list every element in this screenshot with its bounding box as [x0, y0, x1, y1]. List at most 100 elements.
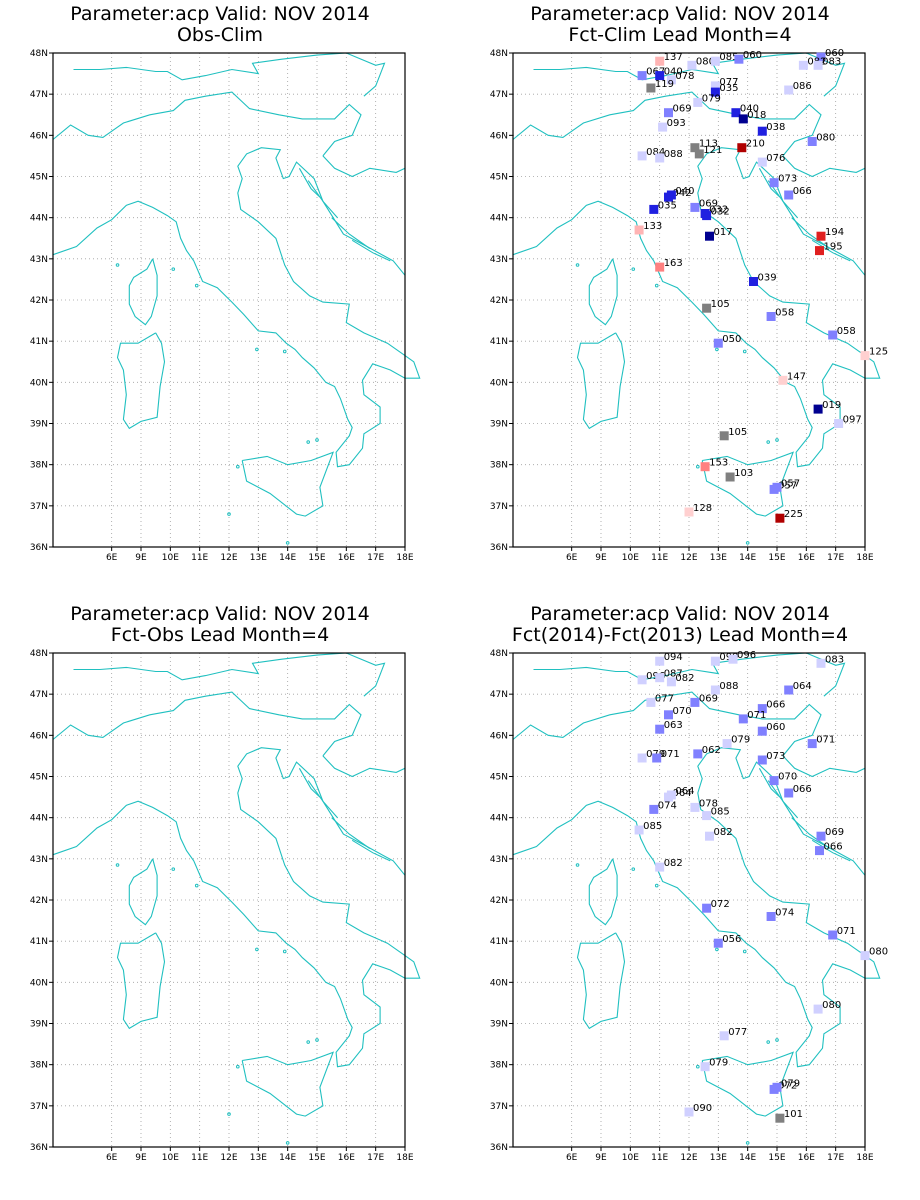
coastline-alps	[52, 91, 362, 157]
coastline-corsica	[128, 258, 158, 326]
station-label: 032	[709, 205, 728, 216]
station-label: 057	[781, 478, 800, 489]
panel-title: Parameter:acp Valid: NOV 2014	[70, 3, 370, 25]
station-label: 074	[775, 908, 794, 919]
coastline-sardinia	[116, 932, 166, 1030]
station-marker	[784, 85, 794, 95]
station-label: 133	[643, 221, 662, 232]
station-marker	[816, 658, 826, 668]
station-marker	[713, 938, 723, 948]
islet	[194, 883, 199, 888]
station-label: 040	[675, 186, 694, 197]
station-marker	[713, 338, 723, 348]
coastline-croatia	[322, 155, 406, 178]
station-marker	[757, 726, 767, 736]
islet	[745, 541, 750, 545]
lon-tick-label: 17E	[827, 1153, 844, 1163]
lat-tick-label: 42N	[30, 896, 48, 906]
lat-tick-label: 41N	[30, 337, 48, 347]
lat-tick-label: 43N	[490, 855, 508, 865]
station-marker	[710, 56, 720, 66]
station-label: 069	[673, 104, 692, 115]
station-label: 119	[655, 79, 674, 90]
lat-tick-label: 46N	[490, 131, 508, 141]
station-marker	[710, 685, 720, 695]
station-marker	[816, 231, 826, 241]
station-label: 080	[869, 947, 888, 958]
lon-tick-label: 14E	[279, 1153, 296, 1163]
lat-tick-label: 44N	[30, 214, 48, 224]
islet	[766, 440, 771, 444]
islet	[285, 1141, 290, 1145]
station-marker	[807, 137, 817, 146]
station-marker	[655, 862, 665, 872]
station-marker	[816, 831, 826, 841]
lat-tick-label: 41N	[490, 337, 508, 347]
station-marker	[684, 1107, 694, 1117]
station-label: 080	[696, 56, 715, 67]
station-marker	[693, 97, 703, 107]
station-label: 137	[664, 52, 683, 63]
lat-tick-label: 45N	[30, 173, 48, 183]
station-label: 069	[699, 693, 718, 704]
station-marker	[655, 153, 665, 163]
station-marker	[634, 225, 644, 235]
station-label: 077	[728, 1027, 747, 1038]
lon-tick-label: 14E	[739, 553, 756, 563]
station-marker	[734, 54, 744, 64]
lon-tick-label: 17E	[367, 1153, 384, 1163]
station-marker	[710, 656, 720, 666]
panel-subtitle: Fct(2014)-Fct(2013) Lead Month=4	[511, 624, 849, 646]
coastline-peninsula	[512, 747, 881, 1068]
panel-title: Parameter:acp Valid: NOV 2014	[70, 603, 370, 625]
station-marker	[757, 704, 767, 714]
islet	[742, 349, 747, 354]
islet	[236, 1064, 240, 1069]
station-marker	[694, 149, 704, 159]
station-label: 097	[843, 415, 862, 426]
coastline-croatia	[322, 755, 406, 778]
islet	[631, 867, 636, 871]
lat-tick-label: 48N	[30, 649, 48, 659]
lon-tick-label: 12E	[220, 1153, 237, 1163]
station-label: 070	[673, 706, 692, 717]
lat-tick-label: 46N	[30, 731, 48, 741]
station-label: 039	[758, 273, 777, 284]
lat-tick-label: 37N	[30, 1102, 48, 1112]
station-label: 090	[693, 1103, 712, 1114]
lat-tick-label: 42N	[30, 296, 48, 306]
station-label: 017	[714, 227, 733, 238]
islet	[775, 438, 779, 442]
station-marker	[813, 60, 823, 70]
coastlines	[52, 52, 421, 545]
station-label: 032	[711, 207, 730, 218]
lon-tick-label: 15E	[768, 1153, 785, 1163]
station-marker	[798, 60, 808, 70]
station-marker	[813, 404, 823, 414]
lat-tick-label: 45N	[490, 773, 508, 783]
coastline-sicily	[701, 451, 795, 517]
coastline-corsica	[128, 858, 158, 926]
station-marker	[705, 231, 714, 241]
station-label: 035	[719, 83, 738, 94]
station-marker	[772, 482, 782, 492]
station-label: 088	[719, 681, 738, 692]
lon-tick-label: 9E	[595, 553, 607, 563]
coastline-north	[533, 652, 846, 697]
panel-fct-obs: Parameter:acp Valid: NOV 2014 Fct-Obs Le…	[0, 600, 440, 1200]
station-marker	[655, 262, 665, 272]
station-marker	[702, 211, 712, 221]
station-marker	[749, 277, 758, 286]
map-fct-clim: 6E 9E 10E 11E 12E 13E 14E 15E 16E 17E 18E 36N 37N 38N…	[490, 48, 888, 563]
lat-tick-label: 43N	[30, 855, 48, 865]
station-marker	[666, 75, 676, 85]
station-marker	[655, 656, 665, 666]
station-label: 060	[743, 50, 762, 61]
islet	[315, 438, 319, 442]
panel-title: Parameter:acp Valid: NOV 2014	[530, 603, 830, 625]
station-marker	[702, 903, 712, 913]
coastline-dalmatian1	[298, 168, 321, 198]
station-label: 163	[664, 258, 683, 269]
station-label: 074	[658, 800, 677, 811]
coastline-alps	[512, 91, 822, 157]
